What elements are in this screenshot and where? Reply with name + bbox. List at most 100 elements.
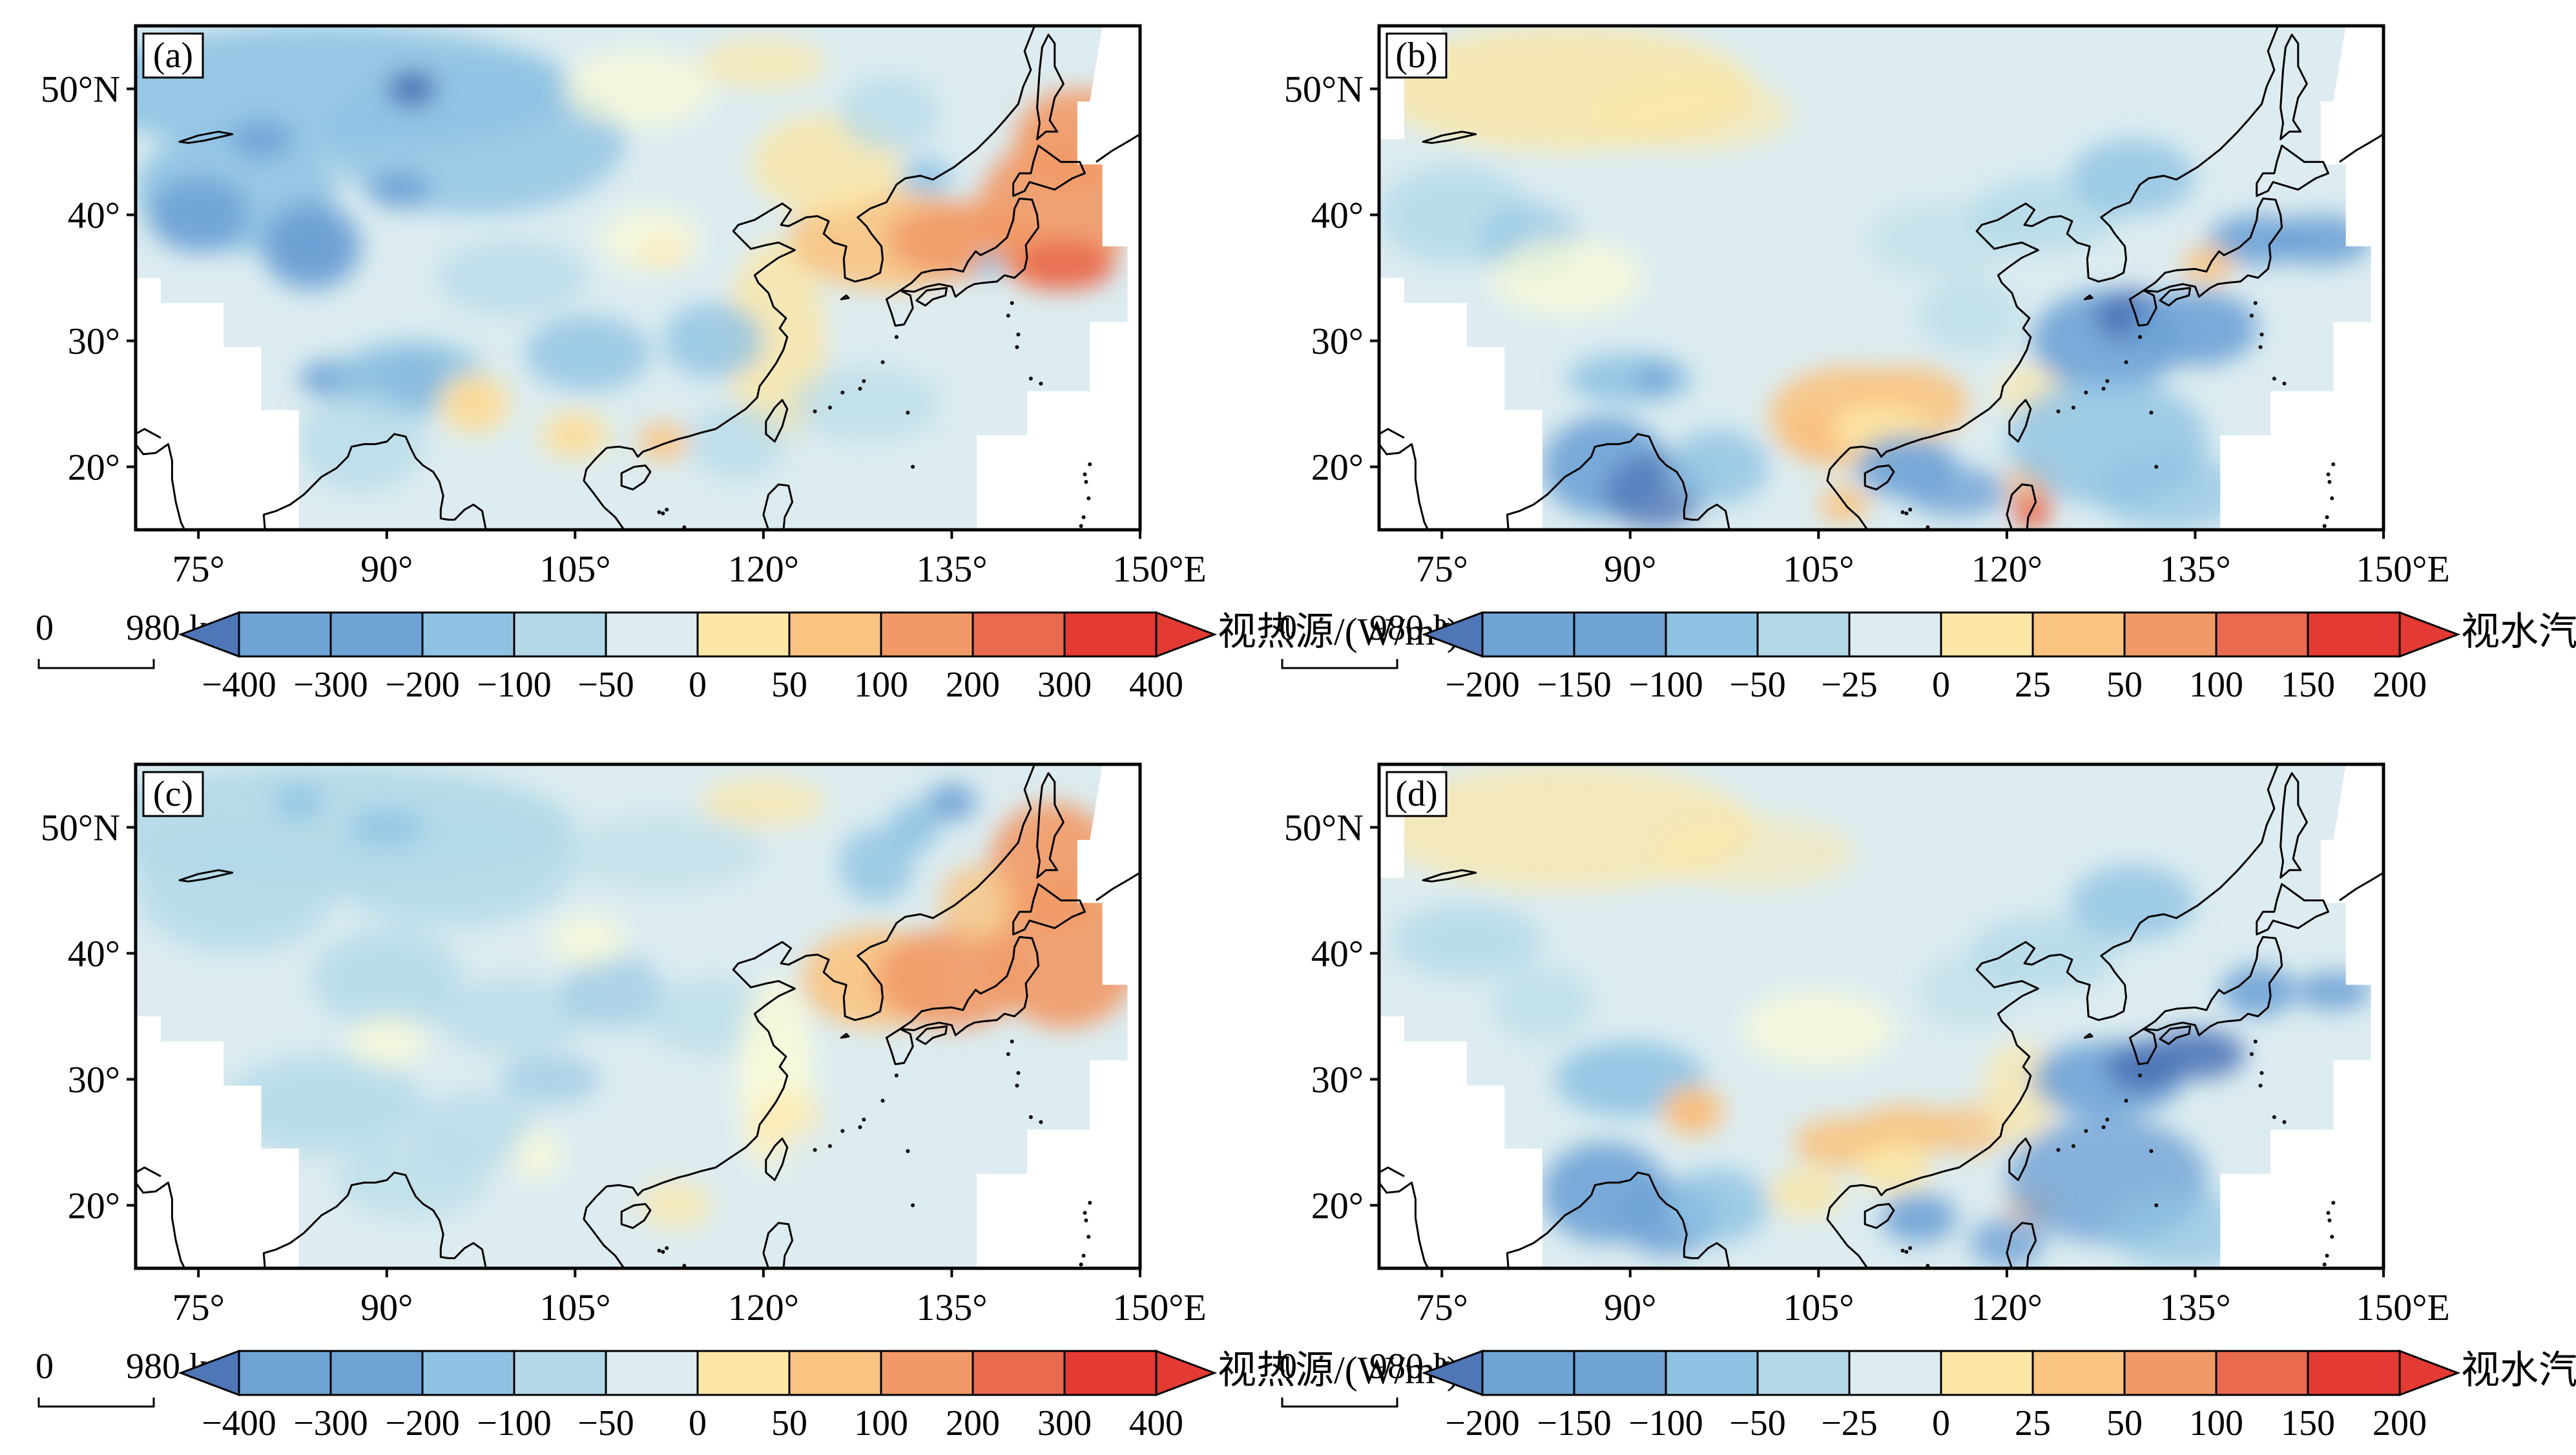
island-dot: [1908, 1246, 1913, 1250]
field-anomaly: [939, 865, 1015, 941]
island-outline: [2256, 883, 2329, 936]
island-dot: [858, 1125, 862, 1129]
island-dot: [2124, 1098, 2128, 1103]
field-anomaly: [368, 171, 431, 209]
island-dot: [894, 1073, 898, 1078]
colorbar-box: [238, 611, 332, 658]
colorbar-box: [1848, 1350, 1942, 1396]
island-dot: [2101, 386, 2106, 391]
island-dot: [2249, 313, 2254, 318]
field-anomaly: [1918, 953, 2020, 1029]
island-dot: [911, 1203, 915, 1208]
island-outline: [885, 289, 914, 327]
field-anomaly: [562, 953, 663, 1029]
x-tick-label: 105°: [1783, 1286, 1854, 1328]
colorbar-tick-label: −100: [477, 1403, 552, 1443]
island-dot: [2330, 496, 2334, 501]
y-tick-label: 30°: [68, 1059, 120, 1101]
colorbar-tick-label: 100: [854, 665, 908, 705]
colorbar-title: 视热源/(W/m²): [1218, 1349, 1460, 1392]
island-dot: [2322, 524, 2327, 529]
colorbar-tick-label: −50: [1729, 1403, 1786, 1443]
field-anomaly: [261, 202, 362, 291]
field-anomaly: [525, 315, 650, 392]
no-data-mask: [977, 26, 1140, 530]
island-dot: [2124, 360, 2128, 364]
island-dot: [1084, 479, 1088, 484]
panel-tag: (a): [153, 36, 193, 76]
colorbar-tick-label: 50: [771, 1403, 807, 1443]
island-dot: [2253, 301, 2258, 305]
island-dot: [1083, 472, 1087, 477]
coastline: [2339, 133, 2384, 163]
island-outline: [762, 483, 794, 530]
panel-tag-box: [142, 32, 204, 79]
field-anomaly: [974, 253, 1005, 278]
field-anomaly: [638, 423, 689, 461]
x-tick-label: 135°: [2159, 548, 2230, 590]
panel-tag-box: [1386, 771, 1448, 817]
y-tick-label: 40°: [1311, 194, 1364, 236]
colorbar-tick-label: −25: [1821, 665, 1878, 705]
island-outline: [2280, 34, 2308, 140]
island-dot: [2149, 1149, 2154, 1153]
colorbar-tick-label: 50: [2106, 665, 2143, 705]
colorbar-box: [2215, 611, 2309, 658]
island-outline: [899, 936, 1040, 1036]
field-anomaly: [838, 827, 915, 903]
field-anomaly: [229, 120, 293, 158]
y-tick-label: 40°: [68, 194, 120, 236]
field-blobs: [136, 764, 1140, 1243]
map-frame: [134, 762, 1142, 1270]
colorbar-box: [2031, 1350, 2126, 1396]
colorbar-box: [2031, 611, 2126, 658]
coastline: [1379, 428, 1405, 439]
colorbar-tick-label: 100: [2189, 665, 2243, 705]
colorbar-title: 视水汽汇/(W/m²): [2461, 611, 2576, 653]
island-outline: [1012, 883, 1086, 936]
island-dot: [2137, 335, 2142, 339]
island-outline: [620, 465, 652, 491]
colorbar-box: [513, 611, 607, 658]
island-dot: [2272, 377, 2276, 381]
island-dot: [813, 409, 817, 413]
colorbar-box: [1573, 611, 1667, 658]
island-outline: [915, 1025, 948, 1045]
colorbar-box: [1573, 1350, 1667, 1396]
island-outline: [2128, 289, 2157, 327]
island-dot: [880, 360, 885, 364]
colorbar-box: [2215, 1350, 2309, 1396]
coastline: [1849, 764, 2280, 1197]
colorbar-box: [788, 1350, 882, 1396]
field-anomaly: [437, 978, 588, 1054]
island-dot: [2154, 1203, 2159, 1208]
coastline: [262, 1171, 487, 1268]
colorbar-tick-label: 300: [1037, 665, 1092, 705]
colorbar-title: 视热源/(W/m²): [1218, 611, 1460, 653]
coastline: [262, 433, 487, 530]
colorbar-box: [605, 611, 699, 658]
island-dot: [2282, 381, 2287, 386]
field-anomaly: [663, 303, 763, 379]
x-tick-label: 150°E: [1112, 1286, 1207, 1328]
x-tick-label: 90°: [360, 548, 413, 590]
colorbar-tick-label: −200: [1445, 665, 1520, 705]
coastlines: [1379, 26, 2384, 530]
map-frame: [1377, 762, 2385, 1270]
island-dot: [2071, 1144, 2075, 1148]
x-tick-label: 90°: [1604, 548, 1656, 590]
island-dot: [1086, 496, 1091, 501]
x-tick-label: 105°: [539, 548, 610, 590]
x-tick-label: 90°: [360, 1286, 413, 1328]
island-dot: [1010, 301, 1014, 305]
island-dot: [2249, 1052, 2254, 1056]
field-anomaly: [386, 70, 437, 108]
island-outline: [1012, 144, 1086, 197]
y-tick-label: 40°: [68, 933, 120, 975]
field-anomaly: [1567, 353, 1693, 404]
colorbar-tick-label: −400: [202, 1403, 276, 1443]
island-dot: [840, 1129, 845, 1133]
colorbar-box: [1940, 611, 2034, 658]
no-data-mask: [977, 764, 1140, 1268]
